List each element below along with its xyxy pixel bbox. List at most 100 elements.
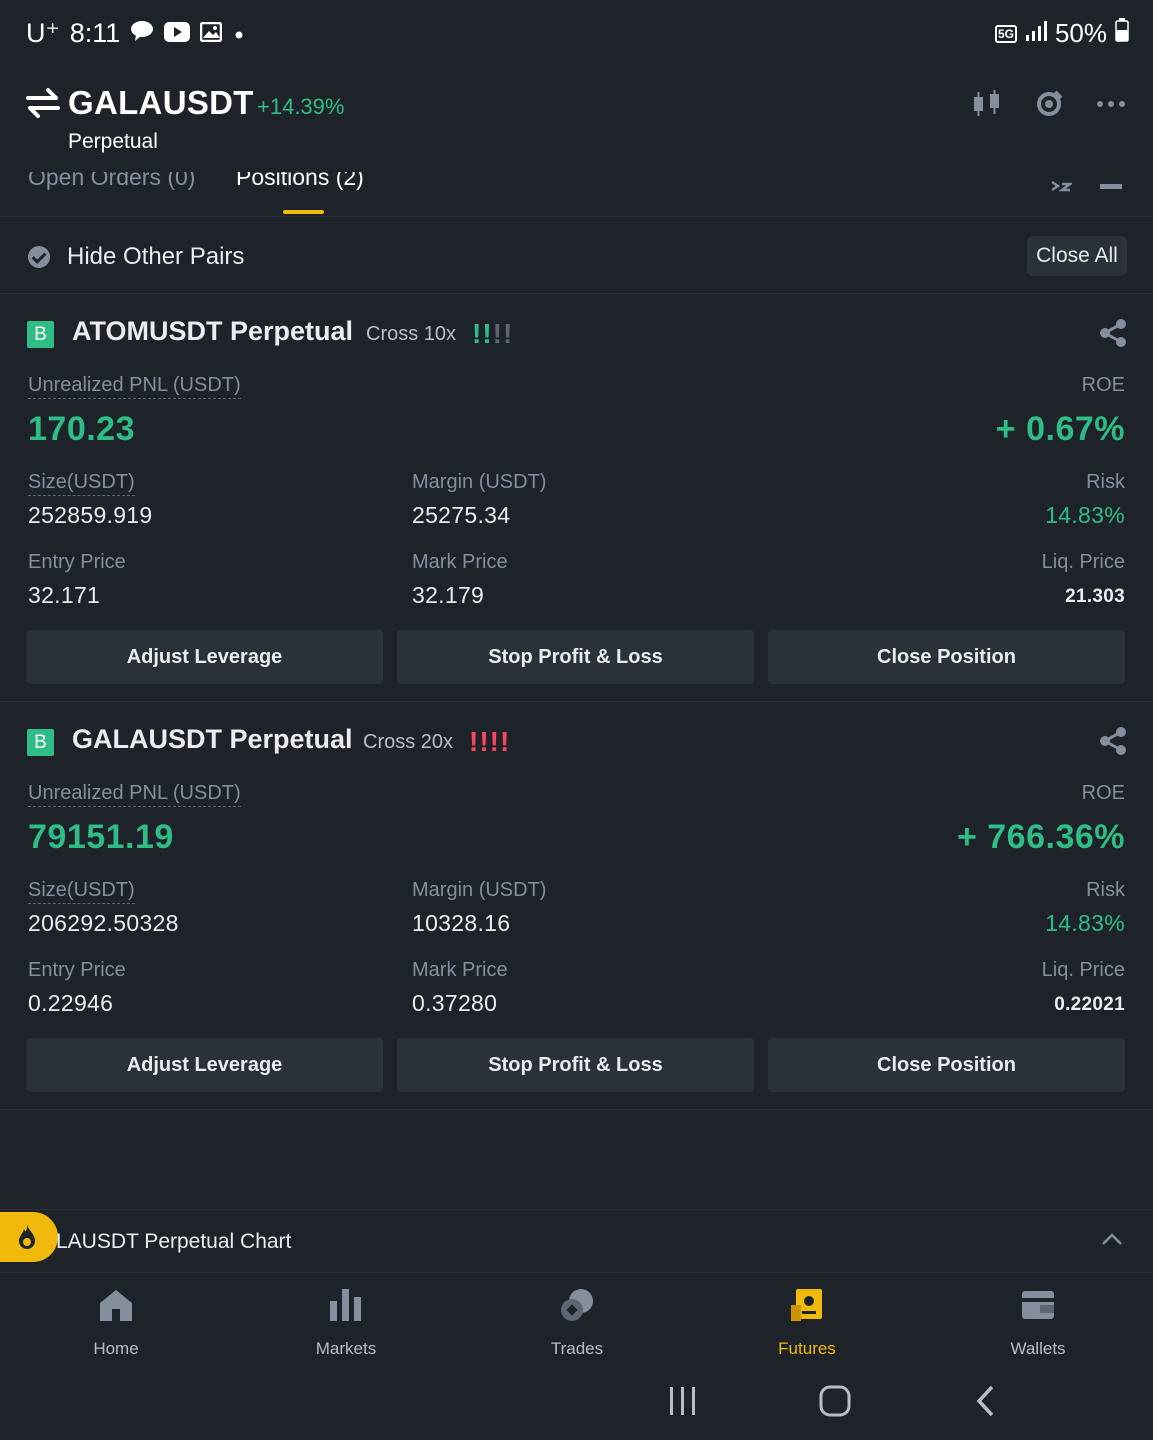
side-badge: B: [27, 321, 54, 348]
nav-markets-label: Markets: [315, 1339, 377, 1358]
calculator-icon[interactable]: [1033, 88, 1065, 120]
nav-trades[interactable]: Trades: [507, 1287, 647, 1359]
nav-futures[interactable]: Futures: [737, 1287, 877, 1359]
risk-indicator: !!!!: [472, 318, 514, 349]
share-icon[interactable]: [1099, 318, 1127, 348]
entry-price-value: 0.22946: [28, 990, 114, 1016]
risk-label: Risk: [1086, 471, 1125, 493]
home-button-icon[interactable]: [818, 1385, 852, 1422]
nav-trades-label: Trades: [550, 1339, 604, 1358]
chevron-up-icon[interactable]: [1101, 1232, 1123, 1246]
wallets-icon: [1020, 1287, 1056, 1323]
liq-price-label: Liq. Price: [1041, 959, 1125, 981]
close-position-button[interactable]: Close Position: [768, 1038, 1125, 1092]
position-symbol[interactable]: GALAUSDT Perpetual: [72, 724, 353, 754]
back-icon[interactable]: [974, 1385, 998, 1422]
margin-label: Margin (USDT): [412, 879, 547, 901]
tab-active-indicator: [283, 210, 324, 214]
more-icon[interactable]: [1095, 88, 1127, 120]
system-nav-bar: [0, 1373, 1153, 1440]
side-badge: B: [27, 729, 54, 756]
roe-value: + 0.67%: [995, 410, 1125, 448]
margin-value[interactable]: 25275.34: [412, 502, 511, 528]
adjust-leverage-button[interactable]: Adjust Leverage: [26, 1038, 383, 1092]
margin-value[interactable]: 10328.16: [412, 910, 511, 936]
pnl-value: 79151.19: [28, 818, 174, 856]
position-symbol[interactable]: ATOMUSDT Perpetual: [72, 316, 354, 346]
liq-price-value: 21.303: [1065, 586, 1125, 607]
tab-positions[interactable]: Positions (2): [236, 172, 364, 190]
chart-drawer[interactable]: LAUSDT Perpetual Chart: [0, 1209, 1153, 1273]
bottom-nav: Home Markets Trades Futures Wallets: [0, 1273, 1153, 1373]
hide-other-pairs-checkbox[interactable]: [28, 246, 50, 268]
pnl-label: Unrealized PNL (USDT): [28, 782, 241, 807]
risk-label: Risk: [1086, 879, 1125, 901]
position-card: B ATOMUSDT Perpetual Cross 10x !!!! Unre…: [0, 294, 1153, 702]
tab-bar: Open Orders (0) Positions (2): [0, 172, 1153, 217]
nav-markets[interactable]: Markets: [276, 1287, 416, 1359]
futures-icon: [789, 1287, 825, 1323]
size-value: 252859.919: [28, 502, 153, 528]
stop-profit-loss-button[interactable]: Stop Profit & Loss: [397, 630, 754, 684]
risk-value: 14.83%: [1045, 502, 1125, 528]
tab-open-orders[interactable]: Open Orders (0): [28, 172, 196, 190]
close-position-button[interactable]: Close Position: [768, 630, 1125, 684]
roe-label: ROE: [1081, 374, 1125, 396]
talk-icon: [130, 18, 154, 49]
leverage-label: Cross 10x: [366, 323, 457, 345]
size-label: Size(USDT): [28, 471, 135, 496]
risk-indicator: !!!!: [469, 726, 511, 757]
filter-row: Hide Other Pairs Close All: [0, 222, 1153, 294]
stop-profit-loss-button[interactable]: Stop Profit & Loss: [397, 1038, 754, 1092]
battery-icon: [1115, 18, 1129, 49]
entry-price-label: Entry Price: [28, 959, 126, 981]
adjust-leverage-button[interactable]: Adjust Leverage: [26, 630, 383, 684]
pair-title[interactable]: GALAUSDT: [68, 84, 254, 121]
contract-type: Perpetual: [68, 130, 158, 153]
mark-price-label: Mark Price: [412, 959, 508, 981]
signal-icon: [1025, 18, 1047, 49]
mark-price-value: 0.37280: [412, 990, 498, 1016]
pnl-label: Unrealized PNL (USDT): [28, 374, 241, 399]
chart-drawer-label: LAUSDT Perpetual Chart: [56, 1230, 292, 1253]
recents-icon[interactable]: [668, 1385, 698, 1422]
dot-icon: [232, 18, 246, 49]
collapse-icon[interactable]: [1050, 178, 1074, 192]
size-label: Size(USDT): [28, 879, 135, 904]
mark-price-label: Mark Price: [412, 551, 508, 573]
liq-price-value: 0.22021: [1054, 994, 1125, 1015]
share-icon[interactable]: [1099, 726, 1127, 756]
list-icon[interactable]: [1100, 178, 1122, 192]
candlestick-chart-icon[interactable]: [971, 88, 1003, 120]
markets-icon: [328, 1287, 364, 1323]
size-value: 206292.50328: [28, 910, 179, 936]
status-bar: U⁺ 8:11 5G 50%: [0, 0, 1153, 72]
swap-pair-icon[interactable]: [26, 88, 60, 118]
home-icon: [98, 1287, 134, 1323]
position-card: B GALAUSDT Perpetual Cross 20x !!!! Unre…: [0, 702, 1153, 1110]
margin-label: Margin (USDT): [412, 471, 547, 493]
liq-price-label: Liq. Price: [1041, 551, 1125, 573]
price-change: +14.39%: [257, 94, 345, 119]
network-5g-icon: 5G: [994, 24, 1017, 43]
fire-icon[interactable]: [0, 1212, 58, 1262]
nav-wallets-label: Wallets: [1010, 1339, 1066, 1358]
youtube-icon: [164, 18, 191, 49]
nav-home[interactable]: Home: [46, 1287, 186, 1359]
entry-price-label: Entry Price: [28, 551, 126, 573]
pair-header: GALAUSDT +14.39% Perpetual: [0, 72, 1153, 172]
close-all-button[interactable]: Close All: [1027, 236, 1127, 276]
risk-value: 14.83%: [1045, 910, 1125, 936]
battery-percent: 50%: [1054, 18, 1107, 48]
clock: 8:11: [69, 18, 121, 48]
roe-value: + 766.36%: [956, 818, 1125, 856]
nav-futures-label: Futures: [778, 1339, 836, 1358]
pnl-value: 170.23: [28, 410, 135, 448]
carrier-label: U⁺: [26, 18, 60, 48]
nav-wallets[interactable]: Wallets: [968, 1287, 1108, 1359]
gallery-icon: [200, 18, 223, 49]
hide-other-pairs-label[interactable]: Hide Other Pairs: [67, 243, 245, 270]
entry-price-value: 32.171: [28, 582, 101, 608]
trades-icon: [559, 1287, 595, 1323]
mark-price-value: 32.179: [412, 582, 485, 608]
